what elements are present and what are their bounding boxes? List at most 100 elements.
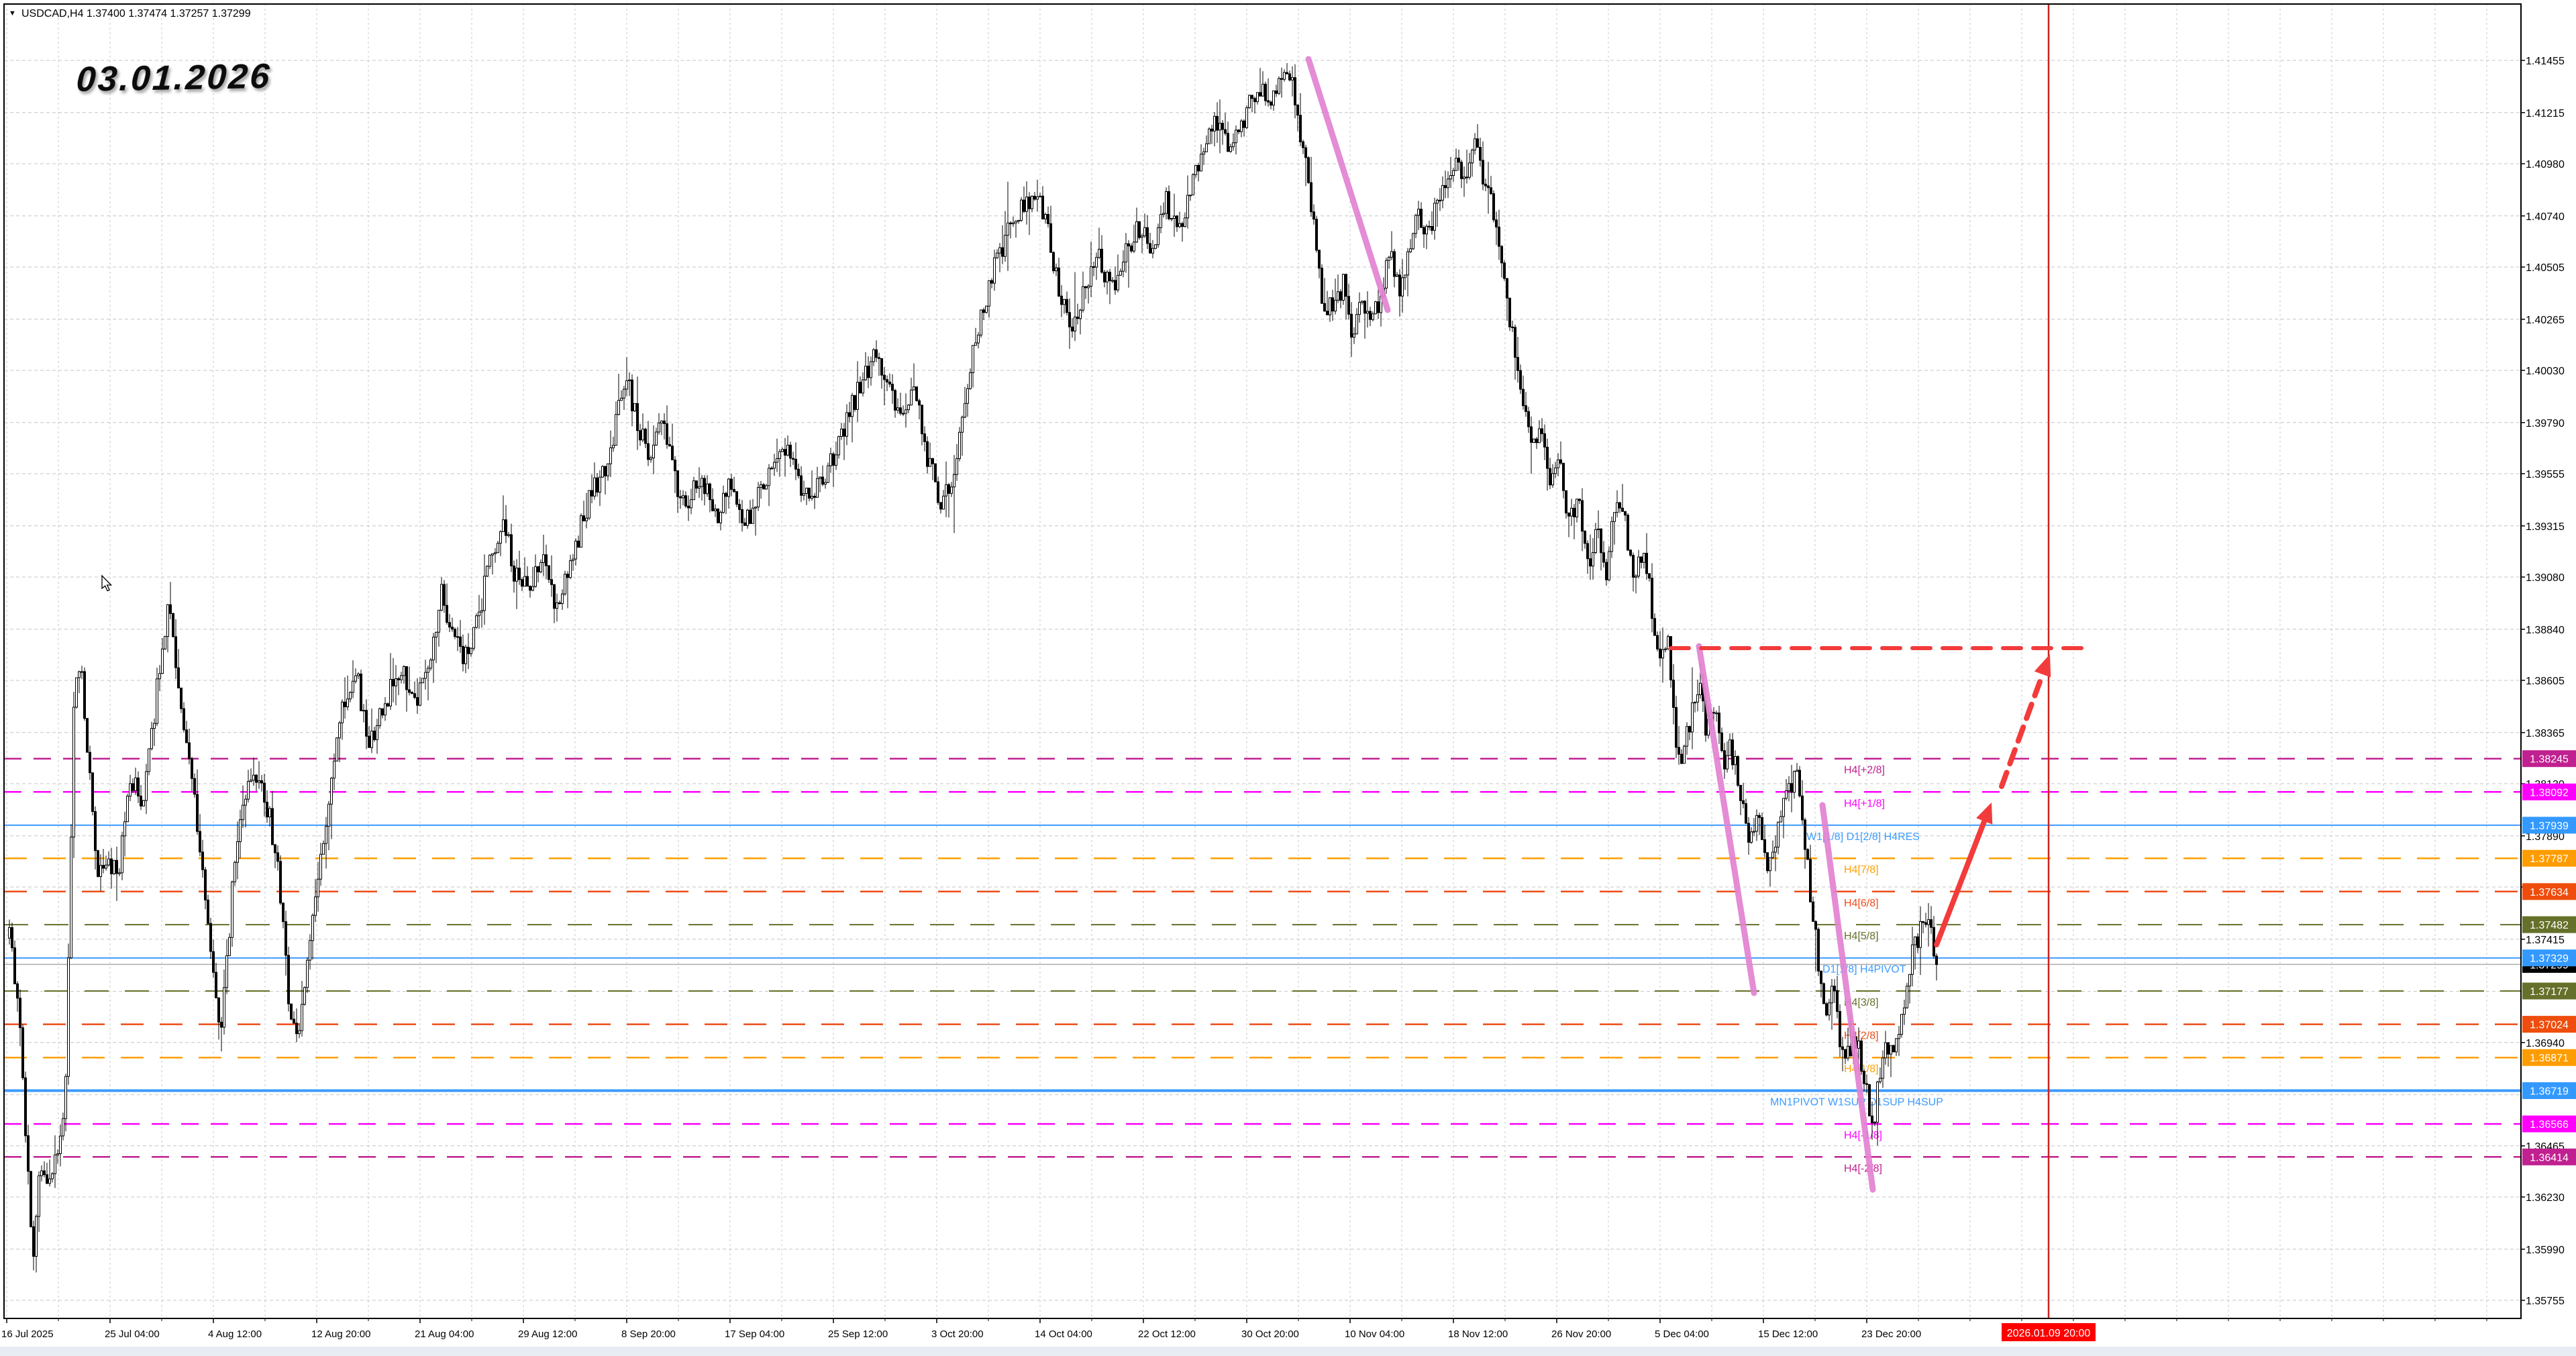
- drawing-objects: [1305, 4, 2091, 1318]
- price-axis-label: 1.38840: [2526, 625, 2565, 636]
- trendline-0[interactable]: [1305, 56, 1391, 313]
- price-badge-text: 1.36414: [2530, 1152, 2569, 1163]
- price-axis-label: 1.40265: [2526, 315, 2565, 326]
- time-axis-label: 4 Aug 12:00: [208, 1328, 262, 1340]
- price-badge-1.36414: [2522, 1148, 2576, 1165]
- time-axis-label: 10 Nov 04:00: [1345, 1328, 1404, 1340]
- price-badge-text: 1.38092: [2530, 787, 2569, 798]
- price-axis-label: 1.39790: [2526, 418, 2565, 429]
- window-bottom-strip: [0, 1347, 2576, 1356]
- level-label-1: H4[+1/8]: [1844, 798, 1885, 809]
- price-badge-1.36871: [2522, 1049, 2576, 1066]
- time-axis-label: 21 Aug 04:00: [415, 1328, 474, 1340]
- price-axis-label: 1.39315: [2526, 521, 2565, 533]
- level-label-4: H4[6/8]: [1844, 898, 1879, 909]
- price-badge-1.38092: [2522, 783, 2576, 800]
- time-axis-label: 30 Oct 20:00: [1241, 1328, 1299, 1340]
- time-axis-label: 23 Dec 20:00: [1861, 1328, 1921, 1340]
- impulse-arrow-shaft[interactable]: [1934, 814, 1989, 947]
- candlestick-series: [8, 63, 1938, 1273]
- price-badge-text: 1.37177: [2530, 986, 2569, 998]
- price-axis-label: 1.38365: [2526, 728, 2565, 739]
- time-axis-label: 18 Nov 12:00: [1448, 1328, 1508, 1340]
- price-badge-1.37177: [2522, 982, 2576, 1000]
- price-badge-text: 1.38245: [2530, 754, 2569, 766]
- level-label-0: H4[+2/8]: [1844, 765, 1885, 776]
- time-axis-label: 26 Nov 20:00: [1551, 1328, 1611, 1340]
- mouse-cursor-icon: [101, 574, 113, 592]
- pivot-level-labels: H4[+2/8] H4[+1/8] W1[1/8] D1[2/8] H4RES H4[…: [1770, 765, 1943, 1175]
- time-axis-label: 8 Sep 20:00: [621, 1328, 676, 1340]
- price-axis-label: 1.39080: [2526, 572, 2565, 584]
- bull-candle-bodies: [8, 72, 1930, 1257]
- price-badge-text: 1.37634: [2530, 887, 2569, 898]
- price-badge-1.36566: [2522, 1115, 2576, 1133]
- price-badge-text: 1.36566: [2530, 1119, 2569, 1131]
- price-badge-1.38245: [2522, 750, 2576, 768]
- level-label-12: H4[-2/8]: [1844, 1163, 1882, 1174]
- grid: [4, 4, 2521, 1318]
- time-axis-label: 17 Sep 04:00: [725, 1328, 784, 1340]
- symbol-ohlc-info: USDCAD,H4 1.37400 1.37474 1.37257 1.3729…: [21, 8, 251, 19]
- price-axis-label: 1.39555: [2526, 469, 2565, 480]
- date-annotation[interactable]: 03.01.2026: [75, 57, 272, 99]
- price-axis-label: 1.40980: [2526, 159, 2565, 170]
- price-axis-label: 1.36940: [2526, 1038, 2565, 1049]
- level-label-5: H4[5/8]: [1844, 931, 1879, 942]
- price-axis-label: 1.40505: [2526, 262, 2565, 274]
- projection-arrow-shaft[interactable]: [1999, 672, 2045, 789]
- time-axis-label: 5 Dec 04:00: [1655, 1328, 1709, 1340]
- pivot-level-lines: [4, 758, 2521, 1158]
- price-badge-text: 1.37939: [2530, 821, 2569, 832]
- price-axis-label: 1.36230: [2526, 1192, 2565, 1204]
- price-badge-1.37329: [2522, 949, 2576, 967]
- price-axis-label: 1.40740: [2526, 211, 2565, 223]
- price-badge-1.37024: [2522, 1016, 2576, 1033]
- price-axis-label: 1.37415: [2526, 935, 2565, 946]
- price-axis-label: 1.35755: [2526, 1296, 2565, 1307]
- price-badge-1.37634: [2522, 883, 2576, 900]
- price-axis-label: 1.41455: [2526, 56, 2565, 67]
- time-axis-label: 16 Jul 2025: [1, 1328, 54, 1340]
- price-badge-text: 1.37787: [2530, 853, 2569, 865]
- time-axis-label: 22 Oct 12:00: [1138, 1328, 1196, 1340]
- price-badge-text: 1.36719: [2530, 1086, 2569, 1098]
- time-axis-label: 25 Sep 12:00: [828, 1328, 888, 1340]
- price-badge-1.36719: [2522, 1082, 2576, 1099]
- symbol-dropdown-icon[interactable]: ▼: [9, 9, 16, 17]
- price-badge-text: 1.36871: [2530, 1053, 2569, 1064]
- level-label-2: W1[1/8] D1[2/8] H4RES: [1806, 831, 1920, 843]
- time-axis-label: 29 Aug 12:00: [518, 1328, 577, 1340]
- chart-chrome: ▼ USDCAD,H4 1.37400 1.37474 1.37257 1.372…: [9, 8, 272, 592]
- time-axis-label: 25 Jul 04:00: [105, 1328, 160, 1340]
- projection-arrow-head: [2034, 654, 2051, 678]
- price-axis-label: 1.35990: [2526, 1245, 2565, 1256]
- level-label-7: H4[3/8]: [1844, 997, 1879, 1008]
- time-axis-label: 12 Aug 20:00: [311, 1328, 370, 1340]
- time-axis-label: 14 Oct 04:00: [1035, 1328, 1092, 1340]
- price-badge-text: 1.37329: [2530, 953, 2569, 965]
- price-axis-label: 1.37890: [2526, 831, 2565, 843]
- time-axis-label: 15 Dec 12:00: [1758, 1328, 1818, 1340]
- event-time-badge: [2002, 1323, 2096, 1341]
- level-label-10: MN1PIVOT W1SUP D1SUP H4SUP: [1770, 1097, 1943, 1108]
- axes: 1.41455 1.41215 1.40980 1.40740 1.40505 1.402…: [0, 3, 2576, 1356]
- price-badge-1.37939: [2522, 817, 2576, 834]
- price-badge-1.37787: [2522, 849, 2576, 867]
- time-axis-label: 3 Oct 20:00: [931, 1328, 984, 1340]
- level-label-3: H4[7/8]: [1844, 864, 1879, 876]
- event-time-badge-text: 2026.01.09 20:00: [2007, 1328, 2091, 1339]
- price-badge-1.37482: [2522, 916, 2576, 933]
- price-axis-label: 1.40030: [2526, 366, 2565, 377]
- trendline-2[interactable]: [1819, 802, 1876, 1193]
- price-axis-label: 1.41215: [2526, 108, 2565, 119]
- trendline-1[interactable]: [1696, 643, 1757, 996]
- bear-candle-bodies: [11, 72, 1938, 1257]
- price-badge-text: 1.37024: [2530, 1020, 2569, 1031]
- impulse-arrow-head: [1976, 802, 1993, 825]
- price-badge-text: 1.37482: [2530, 920, 2569, 931]
- price-axis-label: 1.38605: [2526, 676, 2565, 687]
- level-label-6: D1[1/8] H4PIVOT: [1822, 964, 1906, 976]
